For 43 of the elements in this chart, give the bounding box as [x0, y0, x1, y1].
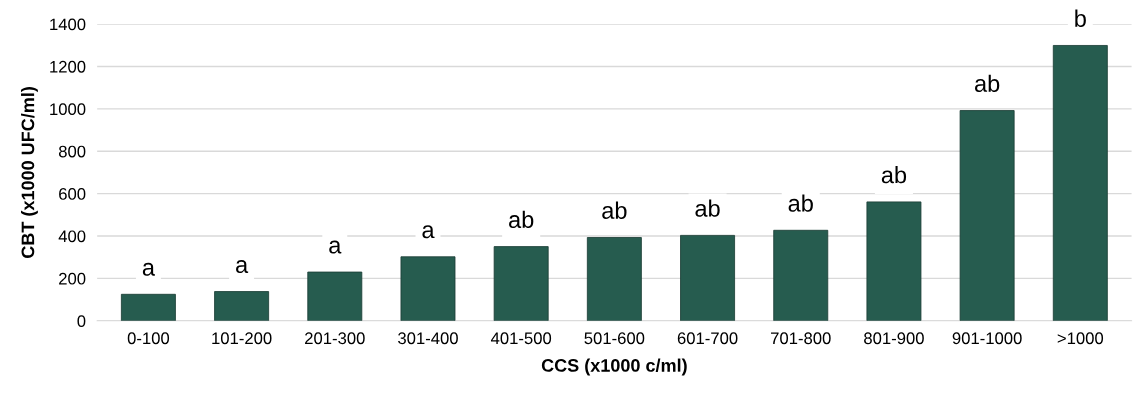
- bar: [773, 229, 829, 321]
- data-label: a: [329, 240, 342, 254]
- y-tick-label: 1200: [50, 60, 86, 73]
- data-label: ab: [975, 74, 1000, 92]
- x-tick-label: 501-600: [584, 332, 645, 345]
- x-axis-title: CCS (x1000 c/ml): [541, 358, 687, 376]
- bar: [680, 234, 735, 321]
- x-tick-label: 701-800: [771, 332, 831, 345]
- data-label: b: [1075, 9, 1086, 27]
- y-tick-label: 0: [77, 315, 86, 327]
- y-tick-label: 400: [58, 230, 86, 243]
- bar: [307, 271, 363, 321]
- bar: [493, 246, 549, 321]
- data-label: a: [142, 262, 155, 276]
- data-label: a: [422, 225, 435, 239]
- x-tick-label: 901-1000: [952, 332, 1022, 345]
- y-tick-label: 600: [59, 188, 86, 200]
- x-tick-label: >1000: [1057, 332, 1104, 345]
- x-tick-label: 201-300: [305, 332, 365, 345]
- x-tick-label: 101-200: [212, 332, 272, 345]
- x-tick-label: 0-100: [127, 332, 170, 345]
- data-label: a: [236, 260, 249, 273]
- data-label: ab: [602, 201, 627, 219]
- data-label: ab: [788, 194, 813, 212]
- bar: [866, 201, 922, 321]
- bar: [1052, 45, 1108, 321]
- y-axis-title: CBT (x1000 UFC/ml): [21, 87, 38, 258]
- x-tick-label: 301-400: [398, 332, 458, 345]
- y-tick-label: 800: [58, 145, 86, 158]
- data-label: ab: [509, 210, 534, 229]
- data-label: ab: [695, 199, 720, 217]
- y-tick-label: 200: [59, 272, 86, 285]
- bar: [586, 237, 642, 321]
- x-tick-label: 601-700: [677, 332, 738, 345]
- y-tick-label: 1400: [50, 18, 86, 31]
- bar: [400, 256, 456, 321]
- x-tick-label: 801-900: [864, 332, 924, 345]
- x-tick-label: 401-500: [490, 332, 552, 345]
- y-tick-label: 1000: [50, 103, 86, 116]
- bar: [120, 293, 176, 321]
- bar: [959, 110, 1015, 321]
- data-label: ab: [881, 165, 907, 184]
- bar: [214, 291, 270, 321]
